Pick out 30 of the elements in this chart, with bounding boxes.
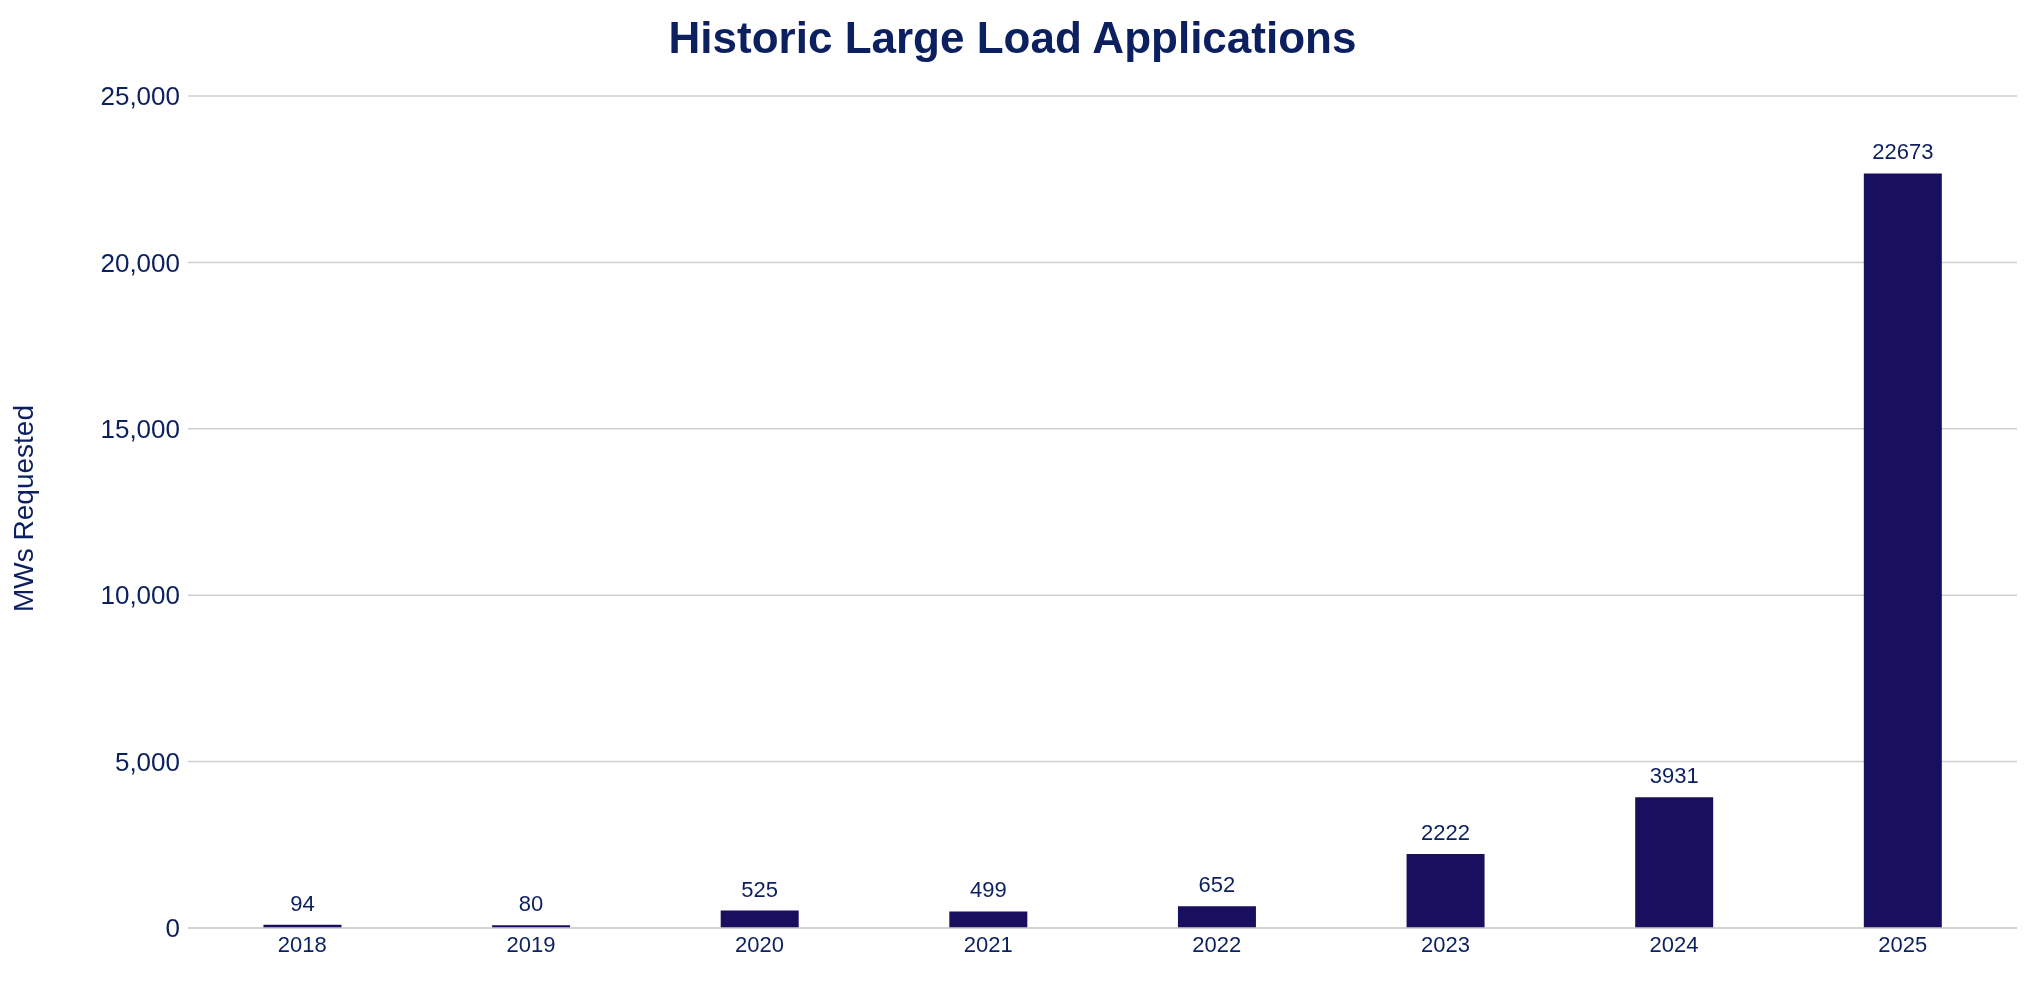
- bar: [1177, 906, 1256, 928]
- x-tick-label: 2025: [1878, 931, 1928, 957]
- bar: [720, 910, 799, 928]
- y-tick-label: 20,000: [100, 247, 180, 278]
- bar: [1635, 797, 1714, 928]
- chart-title: Historic Large Load Applications: [667, 12, 1358, 64]
- x-tick-label: 2020: [735, 931, 785, 957]
- data-label: 525: [741, 876, 779, 902]
- data-label: 94: [290, 890, 315, 916]
- y-axis-title: MWs Requested: [7, 405, 39, 612]
- x-tick-label: 2023: [1420, 931, 1470, 957]
- bar: [949, 911, 1028, 928]
- bar: [1863, 173, 1942, 928]
- y-tick-label: 15,000: [100, 414, 180, 445]
- x-tick-label: 2018: [277, 931, 327, 957]
- data-label: 3931: [1649, 763, 1699, 789]
- x-tick-label: 2024: [1649, 931, 1699, 957]
- data-label: 2222: [1421, 820, 1471, 846]
- data-label: 22673: [1872, 139, 1934, 165]
- y-tick-label: 0: [165, 913, 180, 944]
- bar: [1406, 854, 1485, 928]
- y-tick-label: 25,000: [100, 81, 180, 112]
- x-tick-label: 2021: [963, 931, 1013, 957]
- data-label: 499: [969, 877, 1007, 903]
- x-tick-label: 2022: [1192, 931, 1242, 957]
- data-label: 652: [1198, 872, 1236, 898]
- data-label: 80: [518, 891, 544, 917]
- y-tick-label: 5,000: [114, 746, 180, 777]
- x-tick-label: 2019: [506, 931, 556, 957]
- y-tick-label: 10,000: [100, 580, 180, 611]
